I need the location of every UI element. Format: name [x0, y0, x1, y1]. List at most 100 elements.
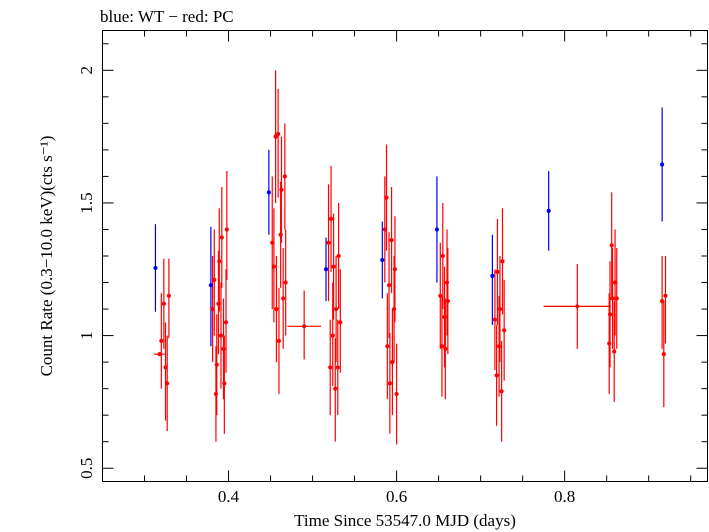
data-point [223, 320, 229, 325]
data-point [444, 280, 450, 285]
data-point [614, 296, 619, 301]
data-point [333, 386, 338, 391]
data-point [331, 264, 336, 269]
data-point [328, 216, 334, 221]
data-point [159, 338, 164, 343]
data-point [279, 187, 284, 192]
data-point [328, 365, 333, 370]
data-point [607, 312, 613, 317]
data-point [161, 301, 166, 306]
data-point [216, 301, 221, 306]
data-point [612, 280, 618, 285]
axis-ticks [102, 30, 708, 482]
data-point [165, 381, 170, 386]
data-point [273, 134, 278, 139]
data-point [612, 349, 617, 354]
data-point [274, 306, 279, 312]
data-point [224, 227, 229, 232]
data-point [661, 352, 666, 357]
data-point [323, 267, 329, 272]
data-point [157, 352, 162, 357]
data-point [387, 381, 392, 386]
data-points [153, 131, 668, 397]
data-point [390, 360, 395, 365]
data-point [380, 257, 385, 263]
x-axis-label: Time Since 53547.0 MJD (days) [294, 511, 516, 530]
data-point [497, 344, 502, 349]
y-tick-label: 2 [77, 66, 96, 75]
data-point [219, 235, 224, 240]
data-point [163, 365, 168, 370]
data-point [443, 346, 448, 351]
data-point [386, 283, 392, 288]
data-point [497, 306, 503, 312]
data-point [213, 391, 219, 397]
data-point [663, 293, 668, 298]
data-point [270, 240, 275, 245]
data-point [440, 253, 445, 259]
error-bars [153, 70, 667, 445]
data-point [166, 293, 171, 298]
data-point [382, 227, 387, 232]
data-point [266, 190, 271, 195]
data-point [500, 259, 505, 264]
data-point [338, 320, 343, 325]
data-point [607, 341, 612, 346]
data-point [217, 259, 222, 264]
data-point [276, 338, 282, 343]
data-point [282, 174, 287, 179]
data-point [546, 208, 551, 213]
data-point [391, 306, 397, 312]
data-point [326, 240, 331, 245]
data-point [278, 232, 283, 237]
data-point [335, 365, 340, 370]
data-point [336, 253, 341, 259]
chart-title: blue: WT − red: PC [100, 7, 234, 26]
data-point [210, 306, 215, 312]
data-point [610, 296, 615, 301]
data-point [439, 344, 445, 349]
data-point [153, 265, 158, 271]
data-point [276, 131, 281, 137]
x-tick-label: 0.6 [386, 487, 407, 506]
data-point [333, 306, 339, 312]
data-point [389, 237, 394, 243]
data-point [384, 195, 389, 200]
data-point [283, 280, 288, 285]
data-point [438, 293, 443, 298]
data-point [302, 324, 307, 329]
data-point [495, 269, 500, 275]
data-point [271, 264, 277, 269]
data-point [490, 273, 495, 278]
y-tick-label: 1.5 [77, 192, 96, 213]
data-point [212, 277, 217, 282]
data-point [442, 314, 447, 320]
data-point [218, 333, 224, 338]
x-tick-label: 0.4 [218, 487, 240, 506]
data-point [221, 346, 226, 351]
y-tick-label: 1 [77, 331, 96, 340]
data-point [660, 162, 665, 167]
data-point [494, 373, 499, 378]
data-point [499, 389, 504, 394]
data-point [502, 328, 507, 333]
data-point [214, 362, 219, 367]
data-point [434, 227, 440, 232]
x-tick-label: 0.8 [554, 487, 575, 506]
data-point [575, 304, 580, 309]
data-point [392, 267, 398, 272]
data-point [660, 299, 665, 304]
y-axis-label: Count Rate (0.3−10.0 keV)(cts s⁻¹) [37, 136, 56, 377]
data-point [222, 381, 227, 386]
data-point [208, 283, 213, 288]
data-point [445, 299, 450, 304]
data-point [385, 344, 390, 349]
y-tick-label: 0.5 [77, 458, 96, 479]
data-point [394, 391, 399, 397]
data-point [281, 296, 286, 301]
data-point [330, 333, 335, 338]
data-point [492, 317, 498, 322]
data-point [609, 243, 614, 248]
tick-labels: 0.4 0.6 0.8 0.5 1 1.5 2 [77, 66, 575, 506]
